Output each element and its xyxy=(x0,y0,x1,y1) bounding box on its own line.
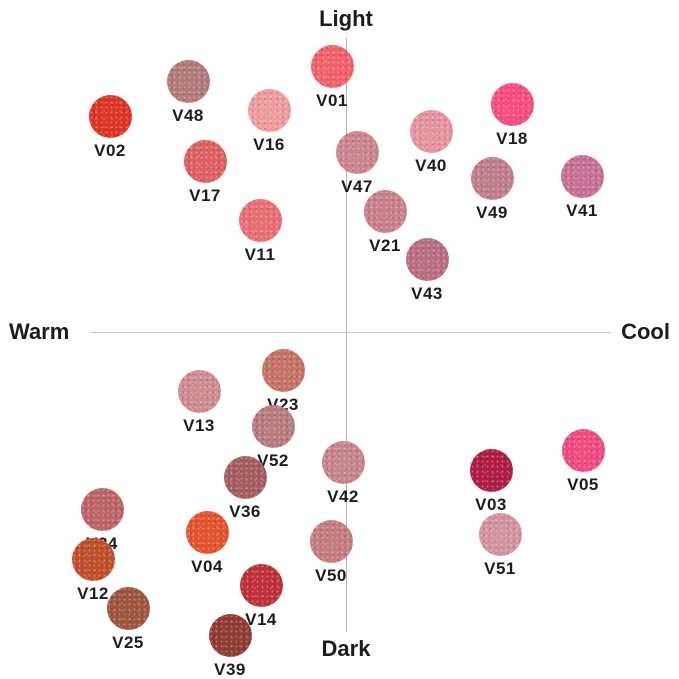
swatch-label: V40 xyxy=(415,155,447,175)
swatch-label: V01 xyxy=(316,90,348,110)
swatch-point-V01: V01 xyxy=(289,44,375,111)
lipstick-swatch-V02 xyxy=(88,94,132,138)
lipstick-swatch-V01 xyxy=(310,44,354,88)
swatch-label: V36 xyxy=(229,501,261,521)
lipstick-swatch-V52 xyxy=(251,404,295,448)
swatch-label: V39 xyxy=(214,659,246,679)
swatch-point-V36: V36 xyxy=(202,455,288,522)
swatch-point-V05: V05 xyxy=(540,428,626,495)
swatch-point-V39: V39 xyxy=(187,613,273,679)
swatch-point-V42: V42 xyxy=(300,440,386,507)
swatch-point-V12: V12 xyxy=(50,537,136,604)
swatch-point-V47: V47 xyxy=(314,130,400,197)
swatch-point-V11: V11 xyxy=(217,198,303,265)
swatch-point-V41: V41 xyxy=(539,154,625,221)
axis-label-cool: Cool xyxy=(621,319,670,344)
swatch-label: V17 xyxy=(189,185,221,205)
lipstick-swatch-V12 xyxy=(71,537,115,581)
lipstick-swatch-V05 xyxy=(561,428,605,472)
swatch-point-V49: V49 xyxy=(449,156,535,223)
swatch-label: V25 xyxy=(112,632,144,652)
swatch-label: V21 xyxy=(369,235,401,255)
lipstick-swatch-V17 xyxy=(183,139,227,183)
swatch-label: V47 xyxy=(341,176,373,196)
lipstick-swatch-V24 xyxy=(80,487,124,531)
swatch-point-V43: V43 xyxy=(384,237,470,304)
axis-label-warm: Warm xyxy=(9,319,70,344)
lipstick-swatch-V04 xyxy=(185,510,229,554)
lipstick-swatch-V23 xyxy=(261,348,305,392)
lipstick-swatch-V51 xyxy=(478,512,522,556)
axis-label-dark: Dark xyxy=(321,636,371,661)
swatch-point-V23: V23 xyxy=(240,348,326,415)
swatch-label: V52 xyxy=(257,450,289,470)
swatch-label: V13 xyxy=(183,415,215,435)
lipstick-swatch-V21 xyxy=(363,189,407,233)
lipstick-swatch-V03 xyxy=(469,448,513,492)
swatch-label: V48 xyxy=(172,105,204,125)
swatch-point-V16: V16 xyxy=(226,88,312,155)
swatch-label: V03 xyxy=(475,494,507,514)
swatch-point-V21: V21 xyxy=(342,189,428,256)
lipstick-swatch-V43 xyxy=(405,237,449,281)
lipstick-swatch-V42 xyxy=(321,440,365,484)
swatch-point-V03: V03 xyxy=(448,448,534,515)
swatch-point-V18: V18 xyxy=(469,82,555,149)
lipstick-swatch-V16 xyxy=(247,88,291,132)
lipstick-swatch-V40 xyxy=(409,109,453,153)
axis-label-light: Light xyxy=(319,6,373,31)
lipstick-swatch-V18 xyxy=(490,82,534,126)
vertical-axis-line xyxy=(346,38,347,632)
swatch-point-V50: V50 xyxy=(288,519,374,586)
lipstick-swatch-V47 xyxy=(335,130,379,174)
lipstick-swatch-V36 xyxy=(223,455,267,499)
swatch-label: V05 xyxy=(567,474,599,494)
horizontal-axis-line xyxy=(90,332,611,333)
swatch-label: V02 xyxy=(94,140,126,160)
swatch-point-V51: V51 xyxy=(457,512,543,579)
swatch-label: V51 xyxy=(484,558,516,578)
swatch-label: V41 xyxy=(566,200,598,220)
swatch-point-V17: V17 xyxy=(162,139,248,206)
swatch-label: V11 xyxy=(244,244,276,264)
swatch-label: V12 xyxy=(77,583,109,603)
lipstick-swatch-V11 xyxy=(238,198,282,242)
lipstick-swatch-V13 xyxy=(177,369,221,413)
swatch-point-V52: V52 xyxy=(230,404,316,471)
swatch-label: V18 xyxy=(496,128,528,148)
lipstick-swatch-V48 xyxy=(166,59,210,103)
swatch-label: V43 xyxy=(411,283,443,303)
swatch-label: V04 xyxy=(191,556,223,576)
lipstick-swatch-V14 xyxy=(239,563,283,607)
swatch-label: V50 xyxy=(315,565,347,585)
swatch-label: V42 xyxy=(327,486,359,506)
swatch-point-V04: V04 xyxy=(164,510,250,577)
swatch-point-V14: V14 xyxy=(218,563,304,630)
swatch-point-V13: V13 xyxy=(156,369,242,436)
lipstick-swatch-V41 xyxy=(560,154,604,198)
swatch-point-V48: V48 xyxy=(145,59,231,126)
lipstick-swatch-V49 xyxy=(470,156,514,200)
swatch-label: V16 xyxy=(253,134,285,154)
swatch-label: V49 xyxy=(476,202,508,222)
lipstick-swatch-V39 xyxy=(208,613,252,657)
swatch-point-V02: V02 xyxy=(67,94,153,161)
swatch-point-V40: V40 xyxy=(388,109,474,176)
lipstick-swatch-V25 xyxy=(106,586,150,630)
swatch-point-V25: V25 xyxy=(85,586,171,653)
lipstick-swatch-V50 xyxy=(309,519,353,563)
swatch-label: V14 xyxy=(245,609,277,629)
